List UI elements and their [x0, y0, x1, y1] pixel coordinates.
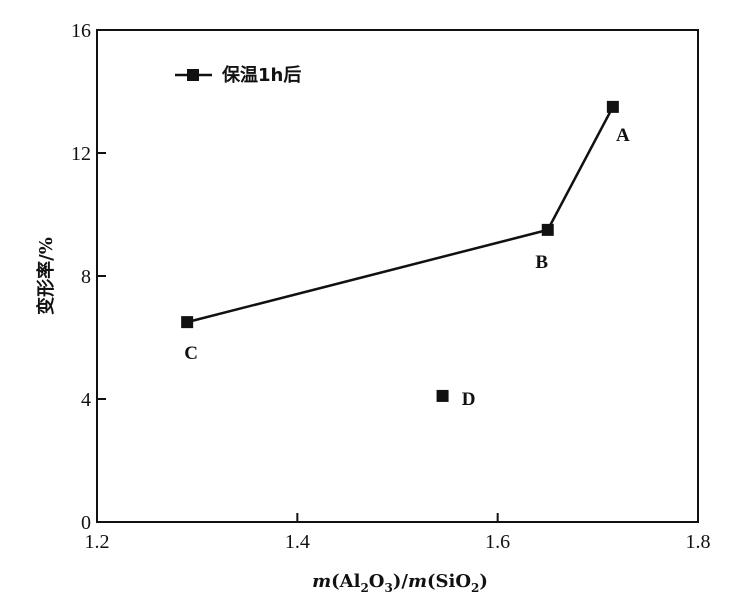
data-point-d: [436, 389, 449, 402]
data-point-c: [181, 316, 194, 329]
legend: 保温1h后: [175, 64, 301, 86]
x-tick-label: 1.2: [85, 531, 110, 553]
data-point-a: [606, 100, 619, 113]
y-tick-label: 16: [71, 20, 91, 42]
data-markers: C B A D: [181, 100, 630, 410]
series-line: [186, 106, 614, 324]
x-tick-label: 1.4: [285, 531, 310, 553]
x-tick-label: 1.6: [485, 531, 510, 553]
x-axis-title: m(Al2O3)/m(SiO2): [312, 571, 488, 595]
y-axis-title: 变形率/%: [35, 237, 57, 315]
point-label-a: A: [616, 125, 630, 146]
y-tick-label: 4: [81, 389, 91, 411]
point-label-b: B: [535, 252, 548, 273]
x-tick-label: 1.8: [686, 531, 711, 553]
y-tick-label: 12: [71, 143, 91, 165]
series-lines: [186, 106, 614, 324]
y-tick-label: 8: [81, 266, 91, 288]
legend-label: 保温1h后: [221, 64, 301, 86]
y-tick-label: 0: [81, 512, 91, 534]
legend-marker: [187, 69, 199, 81]
data-point-b: [541, 223, 554, 236]
point-label-d: D: [462, 389, 476, 410]
point-label-c: C: [184, 343, 198, 364]
axis-ticks: 0 4 8 12 16 1.2 1.4 1.6 1.8: [71, 20, 711, 553]
